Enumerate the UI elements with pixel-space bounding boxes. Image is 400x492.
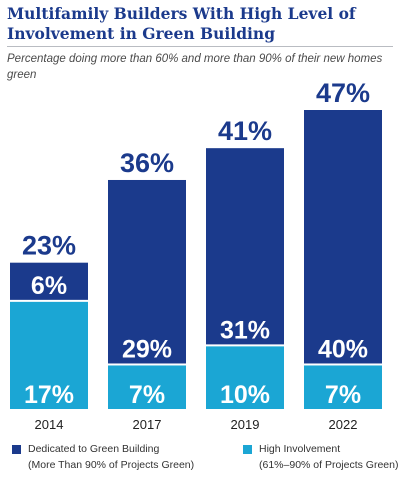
title-divider [7,46,393,47]
bar-separator-2014 [10,299,88,302]
legend-item-dedicated: Dedicated to Green Building (More Than 9… [12,441,194,473]
data-label-high-2019: 10% [220,381,270,409]
bar-separator-2019 [206,344,284,347]
category-label-2022: 2022 [329,417,358,432]
category-label-2014: 2014 [35,417,64,432]
legend-sublabel-high: (61%–90% of Projects Green) [259,459,399,471]
chart-subtitle: Percentage doing more than 60% and more … [7,53,383,81]
data-label-dedicated-2019: 31% [220,316,270,344]
total-label-2019: 41% [218,116,272,146]
bar-segment-dedicated-2017 [108,179,186,365]
bar-segment-high-2014 [10,300,88,409]
legend-swatch-high [243,445,252,454]
bar-segment-dedicated-2022 [304,110,382,365]
total-label-2014: 23% [22,231,76,261]
bar-separator-2022 [304,363,382,366]
bar-segment-dedicated-2014 [10,262,88,301]
total-label-2017: 36% [120,148,174,178]
legend-label-high: High Involvement [259,443,341,455]
bar-segment-dedicated-2019 [206,148,284,346]
data-label-high-2017: 7% [129,381,165,409]
data-label-high-2022: 7% [325,381,361,409]
data-label-dedicated-2014: 6% [31,272,67,300]
category-label-2019: 2019 [231,417,260,432]
chart-title: Multifamily Builders With High Level of … [7,4,356,43]
bar-segment-high-2017 [108,364,186,409]
legend-item-high: High Involvement (61%–90% of Projects Gr… [243,441,398,473]
bars-group [10,110,382,409]
bar-segment-high-2022 [304,364,382,409]
category-label-2017: 2017 [133,417,162,432]
data-label-dedicated-2017: 29% [122,335,172,363]
legend-sublabel-dedicated: (More Than 90% of Projects Green) [28,459,195,471]
total-label-2022: 47% [316,78,370,108]
bar-separator-2017 [108,363,186,366]
labels-group: 17% 6% 23% 2014 7% 29% 36% 2017 10% 31% 41% 2019 7% 4… [22,78,370,432]
data-label-high-2014: 17% [24,381,74,409]
data-label-dedicated-2022: 40% [318,335,368,363]
legend-swatch-dedicated [12,445,21,454]
bar-segment-high-2019 [206,345,284,409]
legend-label-dedicated: Dedicated to Green Building [28,443,160,455]
